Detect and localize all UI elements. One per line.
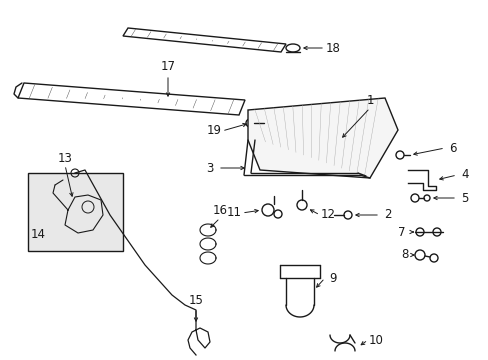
Text: 14: 14 [30, 229, 45, 242]
Text: 1: 1 [366, 94, 373, 107]
Text: 16: 16 [212, 203, 227, 216]
Text: 11: 11 [226, 207, 241, 220]
Text: 10: 10 [368, 333, 383, 346]
Text: 13: 13 [58, 153, 72, 166]
Text: 2: 2 [384, 208, 391, 221]
Polygon shape [247, 98, 397, 178]
Text: 15: 15 [188, 293, 203, 306]
Text: 5: 5 [460, 192, 468, 204]
Text: 19: 19 [206, 125, 221, 138]
Text: 8: 8 [401, 248, 408, 261]
Text: 12: 12 [320, 208, 335, 221]
Text: 18: 18 [325, 41, 340, 54]
Text: 9: 9 [328, 271, 336, 284]
Text: 4: 4 [460, 168, 468, 181]
Bar [28, 173, 123, 251]
Text: 3: 3 [206, 162, 213, 175]
Text: 17: 17 [160, 60, 175, 73]
Text: 7: 7 [397, 225, 405, 238]
Text: 6: 6 [448, 141, 456, 154]
